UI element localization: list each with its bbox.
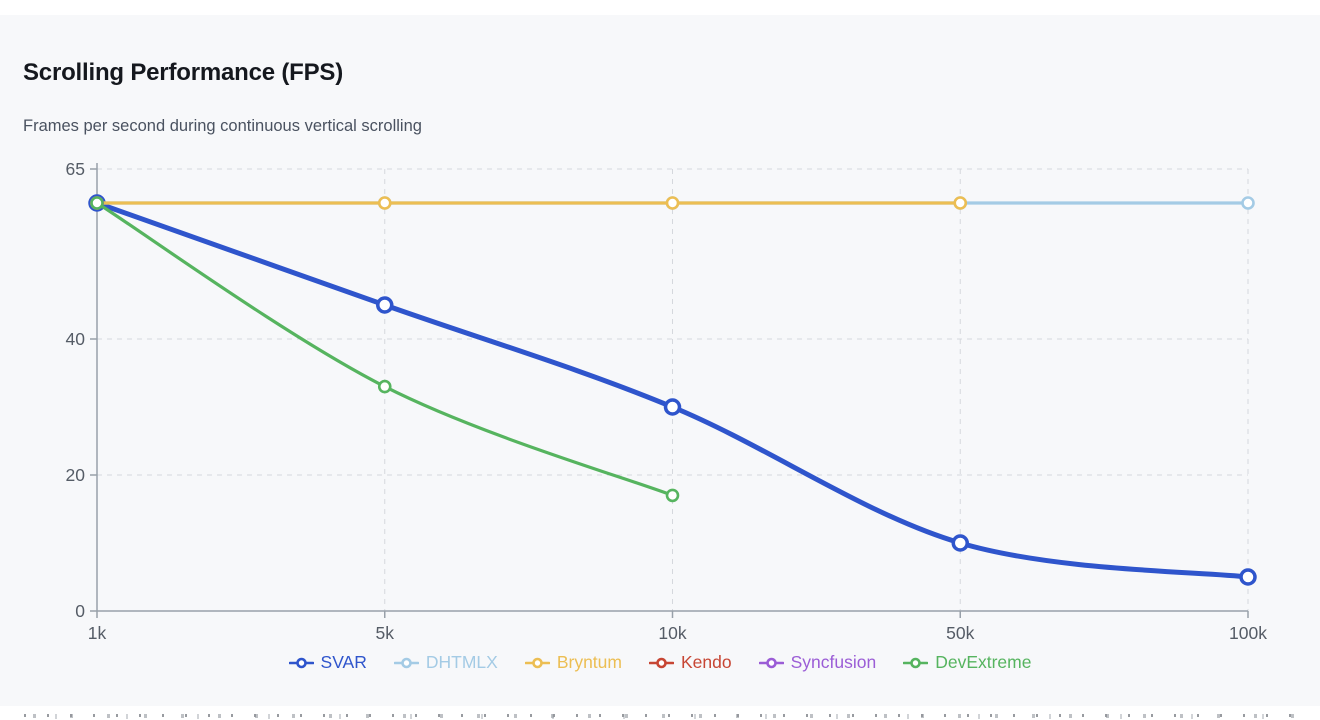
svg-text:20: 20	[66, 465, 86, 485]
legend-item-svar[interactable]: SVAR	[288, 652, 367, 673]
legend-marker-icon	[393, 657, 419, 668]
legend-marker-icon	[648, 657, 674, 668]
legend-label: Syncfusion	[790, 652, 877, 672]
legend-item-dhtmlx[interactable]: DHTMLX	[393, 652, 498, 673]
legend-item-bryntum[interactable]: Bryntum	[524, 652, 622, 673]
legend-label: Kendo	[680, 652, 732, 672]
svg-text:10k: 10k	[658, 623, 686, 643]
legend-label: DevExtreme	[935, 652, 1032, 672]
svg-text:65: 65	[66, 159, 85, 179]
svg-text:100k: 100k	[1229, 623, 1267, 643]
svg-text:0: 0	[75, 601, 85, 621]
legend-item-kendo[interactable]: Kendo	[648, 652, 732, 673]
chart-card: Scrolling Performance (FPS) Frames per s…	[0, 15, 1320, 719]
legend-marker-icon	[903, 657, 929, 668]
legend-marker-icon	[288, 657, 314, 668]
legend-item-syncfusion[interactable]: Syncfusion	[758, 652, 877, 673]
legend-label: Bryntum	[556, 652, 622, 672]
svg-text:50k: 50k	[946, 623, 974, 643]
chart-title: Scrolling Performance (FPS)	[23, 59, 344, 86]
chart-legend: SVAR DHTMLX Bryntum Kendo Syncfusion DevExtre…	[0, 652, 1320, 673]
svg-text:40: 40	[66, 329, 86, 349]
legend-label: SVAR	[320, 652, 367, 672]
cropped-text-line	[24, 714, 1296, 719]
legend-label: DHTMLX	[425, 652, 498, 672]
svg-text:1k: 1k	[88, 623, 107, 643]
legend-marker-icon	[524, 657, 550, 668]
chart-subtitle: Frames per second during continuous vert…	[23, 117, 422, 135]
legend-item-devextreme[interactable]: DevExtreme	[903, 652, 1031, 673]
fps-line-chart: 0 20 40 65 1k 5k 10k 50k 100k	[66, 159, 1268, 643]
legend-marker-icon	[758, 657, 784, 668]
svg-text:5k: 5k	[376, 623, 395, 643]
